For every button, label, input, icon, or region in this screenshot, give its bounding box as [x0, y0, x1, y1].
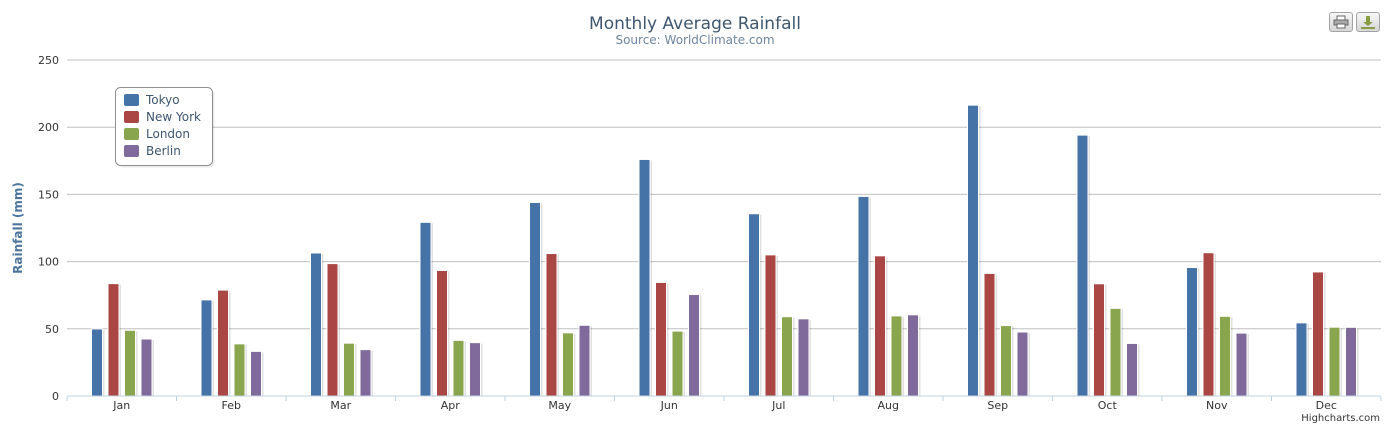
x-tick-label: Mar	[330, 399, 351, 412]
bar-shadows	[93, 106, 1359, 397]
bar[interactable]	[343, 342, 355, 397]
bar[interactable]	[107, 283, 120, 397]
x-tick-label: Feb	[222, 399, 241, 412]
bar[interactable]	[1295, 322, 1308, 397]
x-tick-label: Oct	[1098, 399, 1118, 412]
y-axis-title: Rainfall (mm)	[11, 182, 25, 274]
legend-item-label[interactable]: New York	[146, 110, 201, 124]
bar[interactable]	[250, 350, 262, 397]
bar[interactable]	[200, 299, 213, 397]
bar[interactable]	[1312, 271, 1324, 397]
legend-swatch[interactable]	[124, 111, 139, 123]
bar[interactable]	[671, 330, 684, 397]
x-tick-label: Jun	[660, 399, 678, 412]
x-tick-label: May	[548, 399, 571, 412]
bar[interactable]	[91, 328, 103, 397]
bar[interactable]	[874, 255, 886, 397]
x-tick-label: Aug	[878, 399, 899, 412]
bar[interactable]	[419, 221, 432, 397]
bar[interactable]	[1219, 315, 1231, 397]
printer-icon	[1333, 15, 1349, 29]
x-tick-label: Dec	[1316, 399, 1337, 412]
bar[interactable]	[452, 339, 465, 397]
gridlines: 0 50 100 150 200 250	[38, 54, 1381, 403]
bar[interactable]	[967, 104, 979, 397]
x-axis: Jan Feb Mar Apr May Jun Jul Aug Sep Oct Nov Dec	[66, 395, 1382, 412]
legend-box	[115, 87, 213, 166]
bar[interactable]	[1345, 326, 1357, 397]
bar[interactable]	[1093, 283, 1105, 397]
export-button[interactable]	[1356, 12, 1380, 32]
bar[interactable]	[545, 253, 558, 397]
x-tick-label: Nov	[1206, 399, 1228, 412]
x-tick-label: Jul	[771, 399, 785, 412]
legend-swatch[interactable]	[124, 145, 139, 157]
bar[interactable]	[140, 338, 153, 397]
legend-item-label[interactable]: Tokyo	[145, 93, 180, 107]
legend-swatch[interactable]	[124, 94, 139, 106]
y-tick-label: 50	[45, 323, 59, 336]
bar[interactable]	[797, 318, 810, 397]
bar[interactable]	[983, 272, 996, 397]
x-tick-label: Jan	[112, 399, 130, 412]
x-tick-label: Sep	[987, 399, 1008, 412]
bar[interactable]	[469, 342, 481, 397]
bar[interactable]	[781, 316, 793, 397]
bar[interactable]	[1186, 267, 1198, 397]
bars	[91, 104, 1357, 397]
bar[interactable]	[562, 332, 574, 397]
bar[interactable]	[436, 269, 448, 397]
bar[interactable]	[1000, 325, 1012, 397]
bar[interactable]	[1202, 252, 1215, 397]
print-button[interactable]	[1329, 12, 1353, 32]
bar[interactable]	[907, 314, 919, 397]
bar[interactable]	[638, 158, 651, 397]
bar[interactable]	[1016, 331, 1029, 397]
bar[interactable]	[1235, 332, 1248, 397]
bar[interactable]	[359, 349, 372, 397]
bar[interactable]	[124, 329, 136, 397]
bar[interactable]	[764, 254, 777, 397]
y-tick-label: 250	[38, 54, 59, 67]
bar[interactable]	[748, 213, 760, 397]
bar[interactable]	[1109, 307, 1122, 397]
bar[interactable]	[1126, 342, 1138, 397]
bar[interactable]	[578, 324, 591, 397]
legend: Tokyo New York London Berlin	[115, 87, 215, 168]
x-tick-label: Apr	[441, 399, 461, 412]
legend-item-label[interactable]: Berlin	[146, 144, 181, 158]
chart-subtitle: Source: WorldClimate.com	[615, 33, 774, 47]
bar[interactable]	[655, 281, 667, 397]
legend-swatch[interactable]	[124, 128, 139, 140]
y-tick-label: 0	[52, 390, 59, 403]
bar[interactable]	[529, 201, 541, 397]
y-tick-label: 200	[38, 121, 59, 134]
bar[interactable]	[217, 289, 229, 397]
bar[interactable]	[857, 195, 870, 397]
download-icon	[1361, 16, 1375, 29]
chart-title: Monthly Average Rainfall	[589, 14, 801, 34]
bar[interactable]	[1328, 326, 1341, 397]
bar[interactable]	[310, 252, 322, 397]
bar[interactable]	[326, 263, 339, 397]
legend-item-label[interactable]: London	[146, 127, 190, 141]
bar[interactable]	[890, 315, 903, 397]
bar[interactable]	[1076, 134, 1089, 397]
y-tick-label: 150	[38, 188, 59, 201]
y-tick-label: 100	[38, 256, 59, 269]
bar[interactable]	[688, 294, 700, 397]
bar[interactable]	[233, 343, 246, 397]
credits-link[interactable]: Highcharts.com	[1301, 413, 1380, 424]
